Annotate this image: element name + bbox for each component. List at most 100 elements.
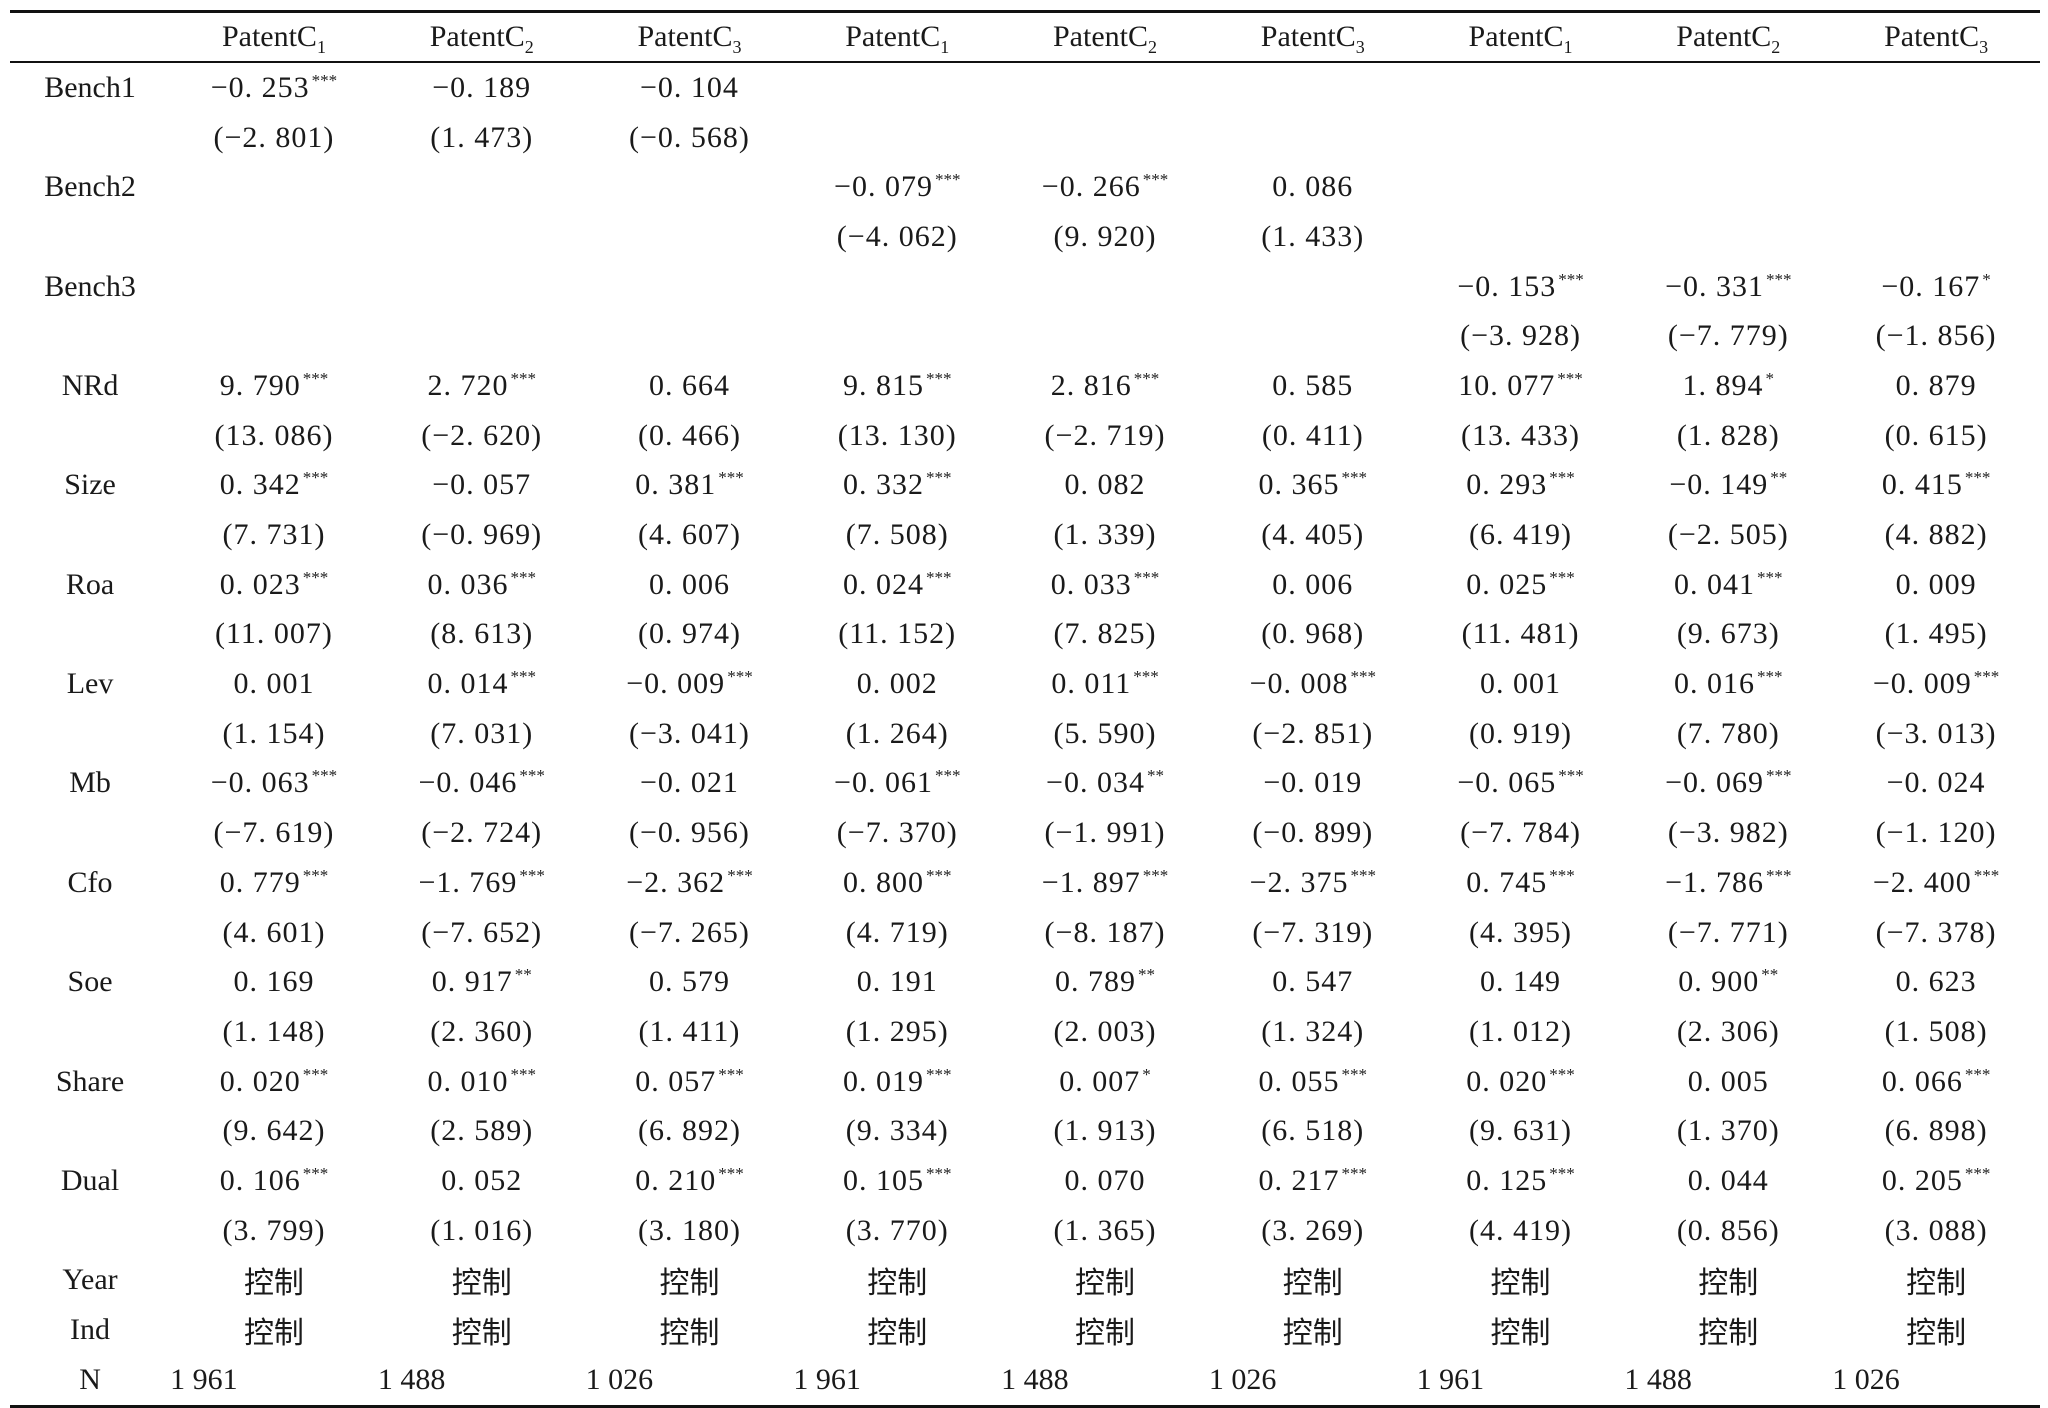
coef-cell	[378, 262, 586, 312]
tstat-cell	[1209, 113, 1417, 163]
significance-stars: ***	[727, 667, 753, 687]
variable-label: Cfo	[67, 865, 113, 899]
tstat-cell: (1. 473)	[378, 113, 586, 163]
coef-cell: 0. 014 ***	[378, 659, 586, 709]
tstat-cell: (2. 589)	[378, 1106, 586, 1156]
coefficient-value: −0. 009	[1872, 667, 1972, 701]
coef-row: Dual 0. 106 *** 0. 052 0. 210 *** 0. 105 *** 0. …	[10, 1156, 2040, 1206]
variable-label: Share	[55, 1064, 125, 1098]
coefficient-value: −0. 019	[1263, 766, 1363, 800]
control-cell: 控制	[1282, 1317, 1343, 1351]
t-statistic-value: (4. 395)	[1469, 915, 1573, 949]
control-label: Year	[62, 1263, 118, 1297]
column-header-subscript: 1	[1563, 37, 1573, 57]
coef-cell: 0. 057 ***	[586, 1057, 794, 1107]
empty-label-cell	[10, 610, 170, 660]
column-header: PatentC2	[1624, 10, 1833, 63]
significance-stars: ***	[1341, 1163, 1368, 1183]
control-cell: 控制	[1075, 1317, 1135, 1351]
tstat-row: (13. 086) (−2. 620) (0. 466) (13. 130) (−2. …	[10, 411, 2040, 461]
tstat-cell: (7. 825)	[1001, 610, 1209, 660]
tstat-cell: (4. 882)	[1832, 510, 2040, 560]
tstat-cell	[1001, 311, 1209, 361]
coef-cell: 1. 894 *	[1624, 361, 1832, 411]
t-statistic-value: (3. 088)	[1884, 1213, 1988, 1247]
tstat-cell: (−0. 969)	[378, 510, 586, 560]
tstat-cell: (3. 770)	[793, 1206, 1001, 1256]
coef-cell: 0. 025 ***	[1417, 560, 1625, 610]
coef-cell: −2. 362 ***	[586, 858, 794, 908]
tstat-cell: (9. 642)	[170, 1106, 378, 1156]
tstat-cell: (0. 466)	[586, 411, 794, 461]
coef-cell: −0. 046 ***	[378, 759, 586, 809]
coef-cell: 0. 342 ***	[170, 461, 378, 511]
coef-cell: 0. 332 ***	[793, 461, 1001, 511]
coef-cell: 9. 790 ***	[170, 361, 378, 411]
coef-cell: −1. 897 ***	[1001, 858, 1209, 908]
t-statistic-value: (−0. 568)	[629, 120, 750, 154]
coef-cell: 0. 066 ***	[1832, 1057, 2040, 1107]
t-statistic-value: (0. 411)	[1261, 418, 1364, 452]
coef-cell: 0. 011 ***	[1001, 659, 1209, 709]
coefficient-value: 1. 894	[1682, 368, 1764, 402]
coefficient-value: −0. 149	[1669, 468, 1769, 502]
significance-stars: ***	[1558, 269, 1584, 289]
tstat-cell: (3. 088)	[1832, 1206, 2040, 1256]
t-statistic-value: (6. 518)	[1261, 1114, 1365, 1148]
tstat-cell: (1. 339)	[1001, 510, 1209, 560]
observations-cell: 1 488	[377, 1354, 586, 1408]
coefficient-value: 0. 332	[842, 468, 924, 502]
tstat-cell: (1. 370)	[1624, 1106, 1832, 1156]
coefficient-value: −0. 266	[1041, 170, 1141, 204]
tstat-cell: (0. 968)	[1209, 610, 1417, 660]
coefficient-value: 0. 745	[1466, 865, 1548, 899]
t-statistic-value: (9. 631)	[1469, 1114, 1573, 1148]
coefficient-value: 0. 381	[635, 468, 717, 502]
coefficient-value: −0. 063	[210, 766, 310, 800]
coefficient-value: 0. 082	[1064, 468, 1146, 502]
significance-stars: ***	[1350, 667, 1376, 687]
coef-row: Bench2 −0. 079 *** −0. 266 *** 0. 086	[10, 162, 2040, 212]
tstat-cell: (1. 508)	[1832, 1007, 2040, 1057]
coef-cell: −0. 079 ***	[793, 162, 1001, 212]
coefficient-value: 0. 010	[427, 1064, 509, 1098]
t-statistic-value: (1. 016)	[430, 1213, 534, 1247]
tstat-cell	[586, 311, 794, 361]
tstat-cell: (−2. 719)	[1001, 411, 1209, 461]
coefficient-value: −0. 104	[640, 70, 739, 104]
significance-stars: **	[514, 965, 532, 985]
coefficient-value: 0. 169	[233, 965, 315, 999]
tstat-cell: (−3. 928)	[1417, 311, 1625, 361]
coef-cell: 0. 879	[1832, 361, 2040, 411]
coefficient-value: −1. 769	[418, 865, 518, 899]
observations-cell: 1 961	[170, 1354, 378, 1408]
variable-label: Lev	[66, 667, 114, 701]
tstat-cell: (4. 607)	[586, 510, 794, 560]
tstat-cell: (7. 031)	[378, 709, 586, 759]
coef-cell: 0. 381 ***	[586, 461, 794, 511]
coef-cell	[1209, 62, 1417, 113]
t-statistic-value: (−1. 991)	[1044, 816, 1166, 850]
coef-cell: 0. 779 ***	[170, 858, 378, 908]
tstat-cell: (5. 590)	[1001, 709, 1209, 759]
coef-cell: 0. 800 ***	[793, 858, 1001, 908]
t-statistic-value: (−7. 619)	[213, 816, 335, 850]
tstat-cell: (4. 601)	[170, 908, 378, 958]
coef-cell	[378, 162, 586, 212]
control-cell: 控制	[1698, 1267, 1759, 1301]
t-statistic-value: (13. 086)	[214, 418, 334, 452]
tstat-cell: (4. 719)	[793, 908, 1001, 958]
tstat-cell: (1. 828)	[1624, 411, 1832, 461]
coef-cell: −0. 331 ***	[1624, 262, 1832, 312]
coef-cell: −0. 104	[586, 62, 794, 113]
t-statistic-value: (1. 913)	[1053, 1114, 1157, 1148]
significance-stars: ***	[925, 1064, 952, 1084]
coefficient-value: 0. 191	[856, 965, 938, 999]
coef-cell: −0. 009 ***	[1832, 659, 2040, 709]
tstat-cell: (7. 731)	[170, 510, 378, 560]
t-statistic-value: (13. 433)	[1461, 418, 1581, 452]
coefficient-value: 0. 917	[431, 965, 513, 999]
coef-cell	[1832, 162, 2040, 212]
t-statistic-value: (2. 306)	[1676, 1014, 1780, 1048]
significance-stars: ***	[925, 567, 952, 587]
